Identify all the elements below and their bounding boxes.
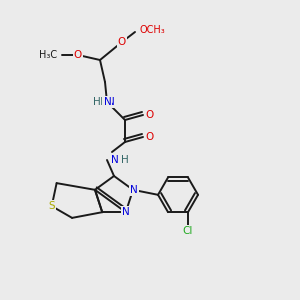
Text: N: N: [130, 185, 138, 195]
Text: H: H: [121, 155, 129, 165]
Text: S: S: [48, 201, 55, 211]
Text: O: O: [145, 110, 153, 120]
Text: H: H: [95, 97, 103, 107]
Text: O: O: [145, 132, 153, 142]
Text: O: O: [74, 50, 82, 60]
Text: Cl: Cl: [183, 226, 193, 236]
Text: O: O: [118, 37, 126, 47]
Text: N: N: [122, 207, 130, 217]
Text: H₃C: H₃C: [39, 50, 57, 60]
Text: N: N: [104, 97, 112, 107]
Text: N: N: [107, 97, 115, 107]
Text: OCH₃: OCH₃: [140, 25, 166, 35]
Text: N: N: [111, 155, 119, 165]
Text: H: H: [93, 97, 101, 107]
